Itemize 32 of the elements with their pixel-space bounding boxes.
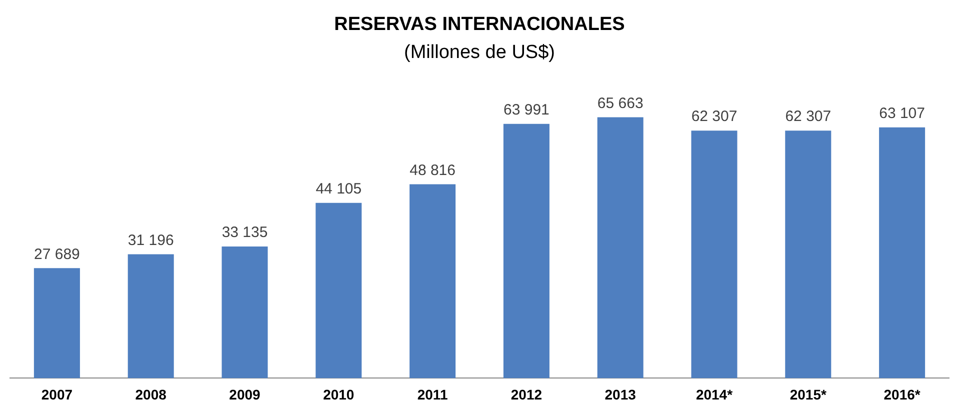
bar xyxy=(128,254,174,378)
x-tick-label: 2010 xyxy=(323,386,354,402)
x-tick-label: 2013 xyxy=(604,386,636,402)
x-tick-label: 2008 xyxy=(135,386,167,402)
x-tick-label: 2014* xyxy=(696,386,734,402)
bar xyxy=(410,184,456,378)
bar xyxy=(785,130,832,378)
bar xyxy=(222,246,268,378)
data-label: 27 689 xyxy=(34,246,80,263)
bar xyxy=(316,202,362,378)
data-label: 65 663 xyxy=(597,94,644,112)
data-label: 63 107 xyxy=(879,105,925,122)
chart-subtitle: (Millones de US$) xyxy=(403,42,556,64)
chart-title: RESERVAS INTERNACIONALES xyxy=(333,14,626,36)
x-tick-label: 2011 xyxy=(417,386,448,402)
data-label: 62 307 xyxy=(691,108,738,126)
data-label: 48 816 xyxy=(410,162,456,179)
data-label: 31 196 xyxy=(128,232,174,249)
data-label: 63 991 xyxy=(504,102,550,119)
data-label: 44 105 xyxy=(316,180,362,198)
x-tick-label: 2012 xyxy=(510,386,542,402)
x-tick-label: 2016* xyxy=(884,386,921,402)
bar xyxy=(34,268,80,378)
bar xyxy=(597,117,644,378)
x-tick-label: 2007 xyxy=(41,386,73,402)
bar xyxy=(503,124,550,378)
x-tick-label: 2015* xyxy=(790,386,827,402)
x-tick-label: 2009 xyxy=(229,386,261,402)
data-label: 62 307 xyxy=(785,108,832,126)
bar xyxy=(691,130,738,378)
bar xyxy=(879,127,926,378)
data-label: 33 135 xyxy=(222,224,268,242)
